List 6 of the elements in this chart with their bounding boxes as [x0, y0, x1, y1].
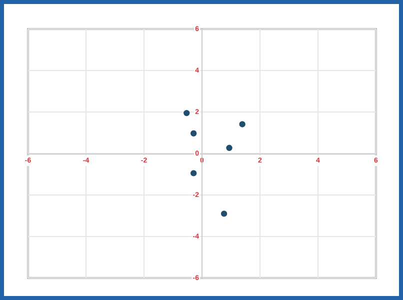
point — [239, 121, 246, 128]
point — [220, 210, 228, 217]
point — [190, 170, 197, 176]
point — [226, 144, 232, 151]
point — [190, 130, 197, 136]
point — [184, 110, 190, 116]
